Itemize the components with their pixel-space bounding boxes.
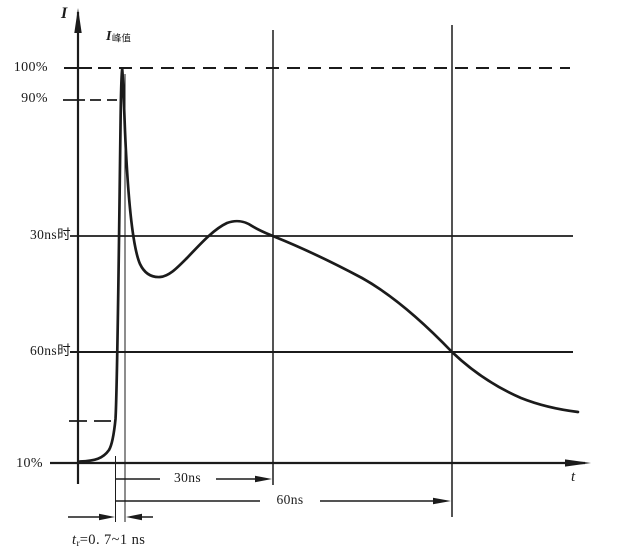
tick-label-100pct: 100%: [13, 60, 48, 75]
peak-annotation-subscript: 峰值: [111, 34, 131, 45]
dimension-label-30ns: 30ns: [173, 470, 202, 485]
y-axis-arrow-icon: [74, 8, 82, 33]
rise-time-arrows: [68, 513, 153, 521]
x-axis: [50, 459, 591, 467]
discharge-current-curve: [78, 67, 580, 463]
dimension-label-60ns: 60ns: [276, 492, 304, 507]
tick-label-90pct: 90%: [21, 91, 48, 106]
tick-label-30ns-level: 30ns时: [29, 227, 71, 242]
x-axis-arrow-icon: [565, 459, 591, 467]
y-axis-label: I: [61, 5, 68, 22]
x-axis-label: t: [571, 469, 576, 485]
tick-label-60ns-level: 60ns时: [29, 343, 71, 358]
tick-label-10pct: 10%: [16, 456, 43, 471]
dimension-30ns: [115, 475, 272, 483]
rise-time-symbol: t: [72, 532, 77, 548]
peak-annotation: I峰值: [106, 30, 131, 45]
dimension-60ns: [115, 497, 451, 505]
rise-time-value: =0. 7~1 ns: [79, 532, 146, 548]
y-axis: [74, 8, 82, 484]
peak-annotation-symbol: I: [106, 29, 112, 44]
rise-time-subscript: r: [76, 537, 80, 549]
rise-time-label: tr=0. 7~1 ns: [72, 533, 145, 549]
